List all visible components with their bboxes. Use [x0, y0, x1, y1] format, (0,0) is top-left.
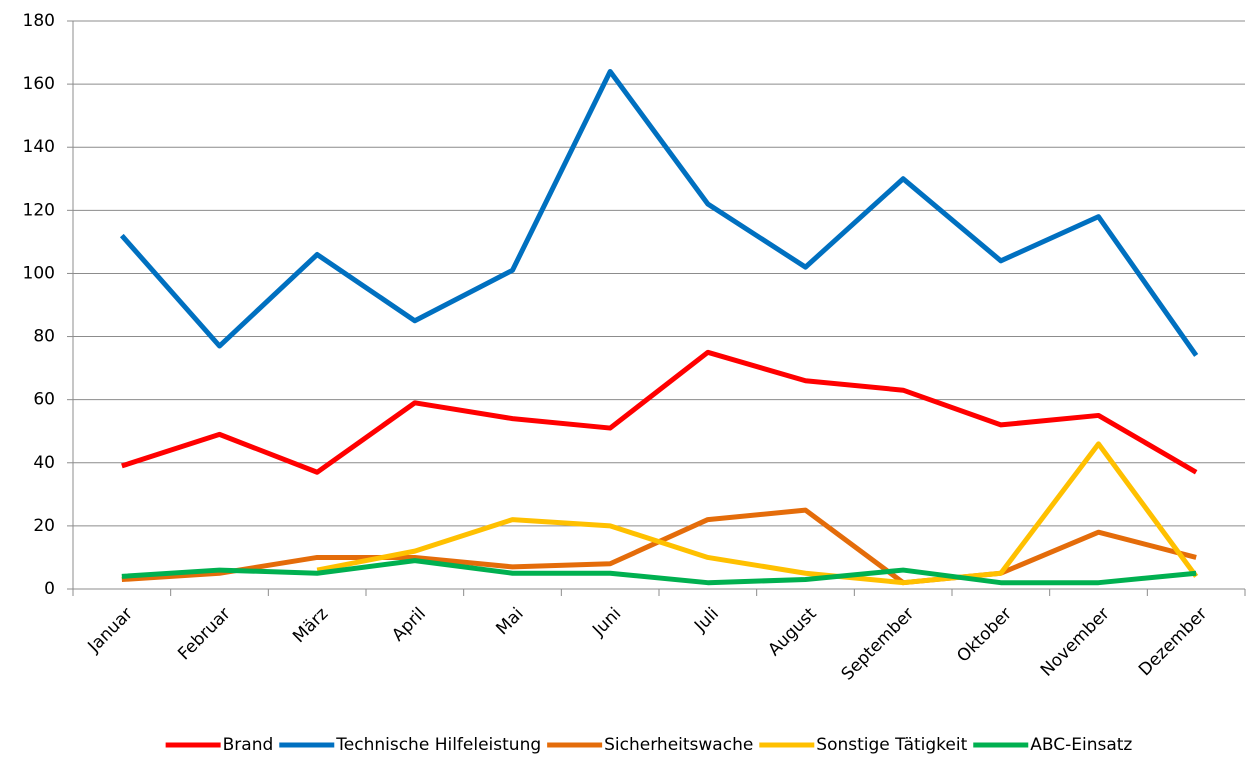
x-tick-label: Januar: [84, 604, 137, 657]
y-tick-label: 160: [23, 74, 55, 94]
x-tick-label: September: [838, 604, 919, 685]
x-tick-label: Mai: [492, 604, 527, 639]
y-tick-label: 120: [23, 200, 55, 220]
x-tick-label: März: [289, 604, 332, 647]
legend-label: Sonstige Tätigkeit: [816, 735, 967, 755]
y-tick-label: 0: [44, 579, 55, 599]
line-series: [121, 558, 1197, 586]
legend-label: Brand: [223, 735, 274, 755]
y-tick-label: 60: [33, 390, 55, 410]
y-tick-label: 100: [23, 263, 55, 283]
x-tick-label: August: [764, 604, 820, 660]
x-tick-label: Oktober: [953, 604, 1016, 667]
line-series: [121, 349, 1198, 475]
line-series: [316, 441, 1199, 586]
legend-label: ABC-Einsatz: [1030, 735, 1132, 755]
x-tick-label: April: [388, 604, 430, 646]
x-tick-label: Februar: [174, 604, 234, 664]
x-tick-label: Juni: [588, 604, 625, 641]
legend-label: Technische Hilfeleistung: [335, 735, 541, 755]
legend-label: Sicherheitswache: [604, 735, 753, 755]
y-tick-label: 20: [33, 516, 55, 536]
legend: Brand Technische Hilfeleistung Sicherheits…: [165, 735, 1132, 755]
x-tick-label: November: [1037, 604, 1114, 681]
y-tick-label: 140: [23, 137, 55, 157]
x-tick-label: Dezember: [1135, 604, 1211, 680]
y-tick-label: 80: [33, 327, 55, 347]
y-tick-label: 180: [23, 11, 55, 31]
line-series: [119, 68, 1199, 357]
x-tick-label: Juli: [690, 604, 723, 637]
y-tick-label: 40: [33, 453, 55, 473]
